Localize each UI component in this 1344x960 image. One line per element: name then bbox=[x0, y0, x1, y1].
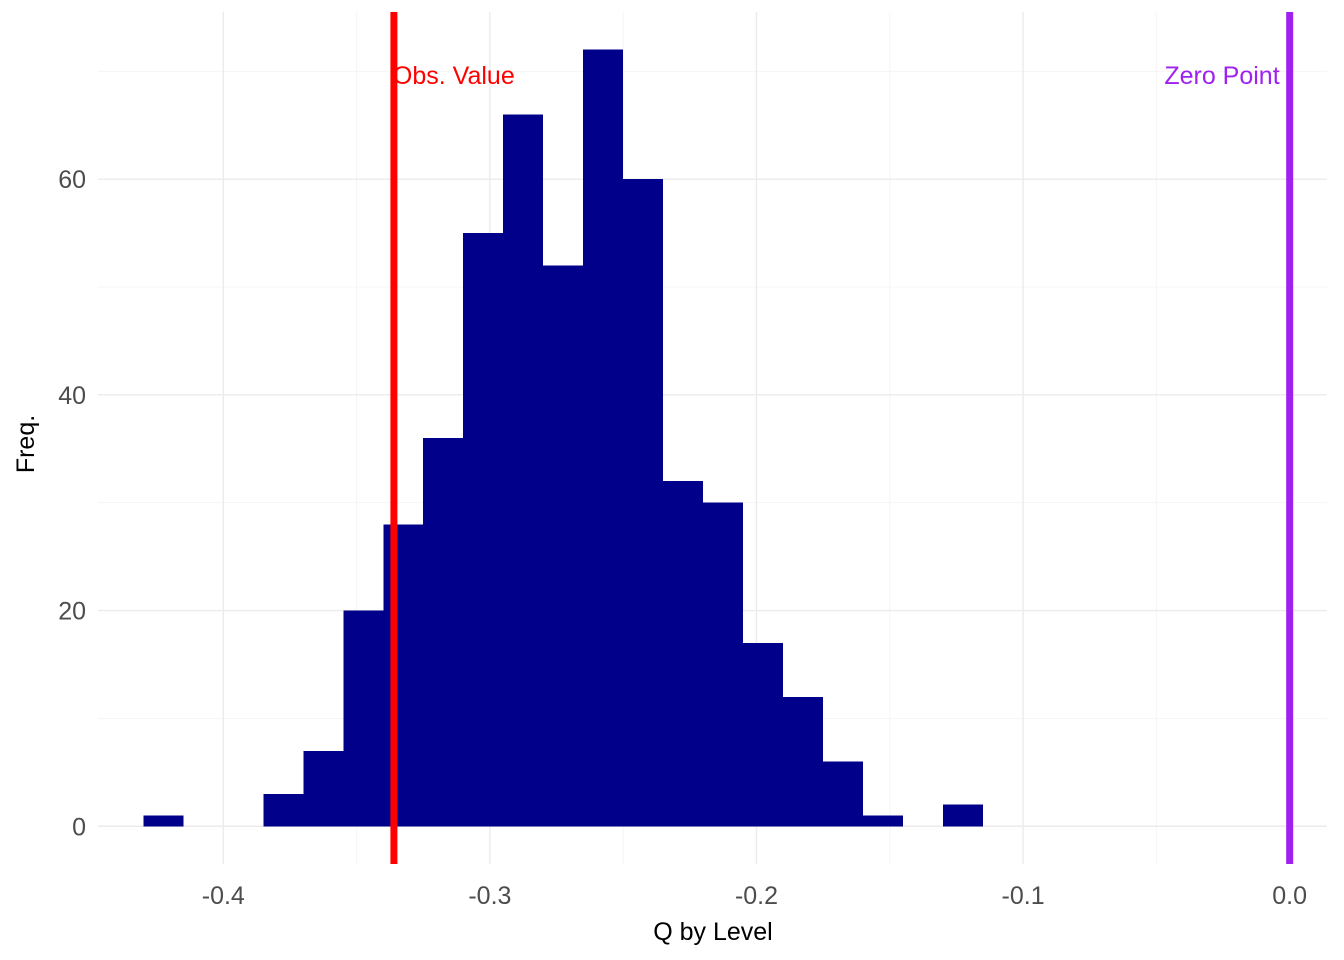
histogram-bar bbox=[943, 804, 984, 827]
y-tick-label: 0 bbox=[72, 813, 86, 841]
y-tick-label: 20 bbox=[58, 598, 86, 626]
x-tick-label: 0.0 bbox=[1272, 882, 1307, 910]
x-axis-title: Q by Level bbox=[653, 918, 773, 946]
histogram-bar bbox=[463, 233, 504, 827]
histogram-bars bbox=[143, 49, 984, 827]
x-tick-label: -0.2 bbox=[735, 882, 778, 910]
histogram-bar bbox=[743, 642, 784, 827]
y-axis-tick-labels: 0 20 40 60 bbox=[58, 166, 86, 841]
histogram-bar bbox=[783, 696, 824, 827]
histogram-bar bbox=[503, 114, 544, 827]
reference-lines: Obs. Value Zero Point bbox=[390, 12, 1294, 864]
histogram-bar bbox=[383, 524, 424, 827]
x-axis-tick-labels: -0.4 -0.3 -0.2 -0.1 0.0 bbox=[202, 882, 1307, 910]
reference-line-label: Zero Point bbox=[1164, 62, 1279, 90]
histogram-bar bbox=[863, 815, 904, 827]
histogram-bar bbox=[583, 49, 624, 827]
histogram-bar bbox=[263, 793, 304, 827]
x-tick-label: -0.1 bbox=[1002, 882, 1045, 910]
histogram-bar bbox=[543, 265, 584, 827]
y-tick-label: 60 bbox=[58, 166, 86, 194]
histogram-bar bbox=[303, 750, 344, 827]
y-axis-title: Freq. bbox=[12, 415, 40, 473]
reference-line-label: Obs. Value bbox=[393, 62, 515, 90]
x-tick-label: -0.3 bbox=[468, 882, 511, 910]
histogram-bar bbox=[343, 610, 384, 827]
histogram-bar bbox=[423, 438, 464, 827]
histogram-bar bbox=[663, 481, 704, 827]
histogram-bar bbox=[143, 815, 184, 827]
histogram-bar bbox=[703, 502, 744, 827]
histogram-bar bbox=[823, 761, 864, 827]
y-tick-label: 40 bbox=[58, 382, 86, 410]
x-tick-label: -0.4 bbox=[202, 882, 245, 910]
histogram-bar bbox=[623, 179, 664, 827]
